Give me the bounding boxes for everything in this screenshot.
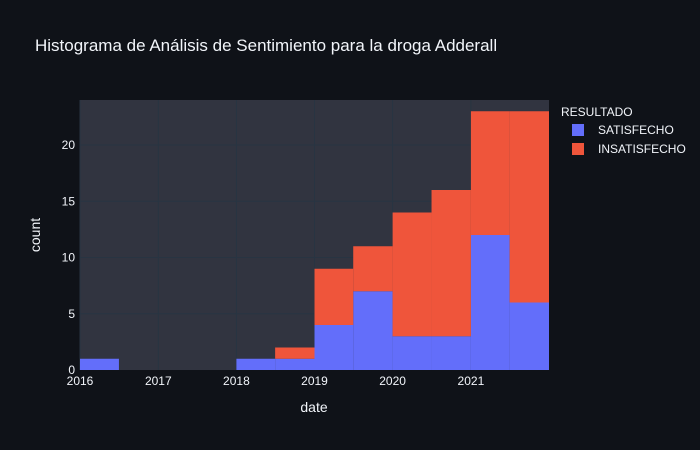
bar-satisfecho-8 [392, 336, 432, 370]
bars [80, 111, 549, 370]
y-axis-label: count [27, 218, 43, 252]
bar-insatisfecho-9 [431, 190, 471, 337]
x-tick-label: 2016 [67, 374, 94, 388]
legend-label-satisfecho: SATISFECHO [598, 123, 674, 137]
y-tick-label: 20 [62, 138, 76, 152]
bar-insatisfecho-6 [314, 268, 354, 325]
bar-insatisfecho-7 [353, 246, 393, 292]
bar-satisfecho-9 [431, 336, 471, 370]
x-tick-label: 2019 [301, 374, 328, 388]
y-tick-label: 15 [62, 194, 76, 208]
y-tick-label: 5 [68, 307, 75, 321]
legend-title: RESULTADO [561, 105, 633, 119]
chart-title: Histograma de Análisis de Sentimiento pa… [35, 36, 497, 55]
bar-satisfecho-0 [80, 358, 119, 370]
y-axis-ticks: 0 5 10 15 20 [62, 138, 76, 377]
bar-satisfecho-10 [470, 235, 510, 370]
bar-insatisfecho-5 [275, 347, 315, 359]
x-tick-label: 2021 [458, 374, 485, 388]
bar-satisfecho-11 [509, 302, 549, 370]
legend-swatch-satisfecho [572, 124, 584, 136]
bar-insatisfecho-11 [509, 111, 549, 303]
legend: RESULTADO SATISFECHO INSATISFECHO [561, 105, 686, 156]
x-tick-label: 2018 [223, 374, 250, 388]
y-tick-label: 10 [62, 251, 76, 265]
y-tick-label: 0 [68, 363, 75, 377]
legend-label-insatisfecho: INSATISFECHO [598, 142, 686, 156]
x-axis-label: date [300, 399, 327, 415]
legend-swatch-insatisfecho [572, 143, 584, 155]
bar-satisfecho-6 [314, 325, 354, 370]
bar-satisfecho-7 [353, 291, 393, 370]
bar-insatisfecho-8 [392, 212, 432, 337]
bar-satisfecho-5 [275, 358, 315, 370]
x-tick-label: 2020 [379, 374, 406, 388]
bar-satisfecho-4 [236, 358, 276, 370]
x-tick-label: 2017 [145, 374, 172, 388]
x-axis-ticks: 2016 2017 2018 2019 2020 2021 [67, 374, 485, 388]
bar-insatisfecho-10 [470, 111, 510, 235]
